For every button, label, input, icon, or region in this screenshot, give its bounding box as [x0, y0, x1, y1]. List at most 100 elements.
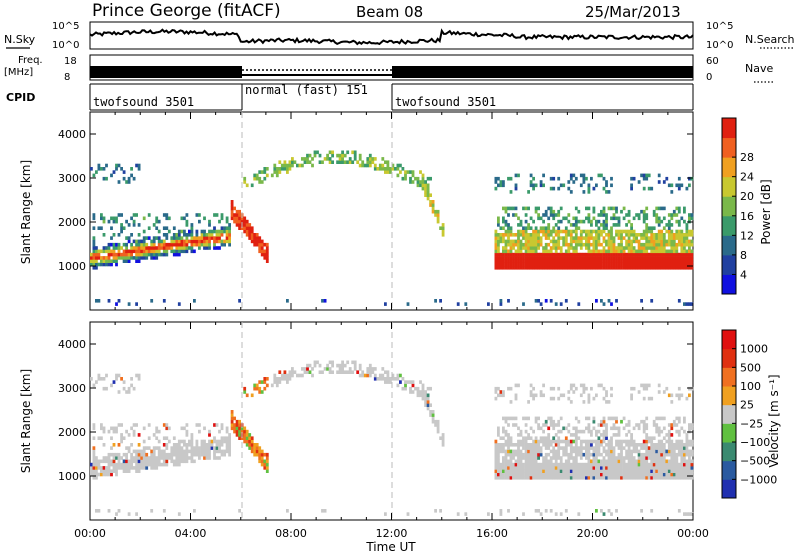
power-cell [152, 242, 156, 247]
velocity-cell [680, 393, 684, 398]
power-cell [527, 262, 530, 267]
velocity-cell [569, 400, 573, 404]
velocity-cell [95, 466, 98, 470]
velocity-cell [512, 469, 515, 473]
power-cell [220, 216, 224, 221]
velocity-cell [130, 466, 133, 470]
velocity-cell [685, 476, 689, 480]
velocity-cell [414, 386, 417, 391]
velocity-cell [115, 429, 118, 434]
power-cell [373, 167, 377, 171]
velocity-cell [441, 443, 445, 447]
power-cell [245, 229, 249, 234]
power-cell [97, 262, 101, 267]
velocity-cell [630, 469, 633, 473]
power-cell [683, 266, 686, 270]
power-cell [680, 249, 684, 254]
power-cell [579, 239, 583, 244]
power-cell [142, 256, 146, 260]
velocity-cell [637, 466, 641, 470]
velocity-cell [102, 443, 106, 447]
power-cell [331, 153, 334, 158]
power-cell [273, 167, 277, 171]
power-ylabel: Slant Range [km] [19, 160, 33, 264]
power-cell [625, 242, 628, 247]
velocity-cell [544, 436, 548, 440]
power-cell [657, 262, 661, 267]
power-cell [677, 242, 681, 247]
velocity-cell [670, 426, 674, 431]
power-cell [660, 239, 664, 244]
power-cell [140, 242, 144, 247]
power-cell [670, 252, 674, 257]
velocity-cell [662, 472, 666, 477]
velocity-cell [542, 393, 545, 398]
power-cell [162, 252, 166, 257]
velocity-cell [585, 476, 588, 480]
power-cell [95, 299, 98, 303]
power-cell [552, 262, 556, 267]
power-cell [92, 266, 96, 270]
velocity-cell [600, 462, 603, 467]
power-cell [419, 180, 422, 184]
power-cell [165, 236, 169, 240]
velocity-cell [213, 436, 216, 440]
power-cell [667, 262, 671, 267]
velocity-cell [567, 423, 571, 427]
velocity-cell [351, 370, 355, 374]
velocity-cell [265, 383, 269, 388]
power-cell [607, 299, 611, 303]
velocity-cell [198, 429, 201, 434]
power-cell [115, 216, 118, 221]
velocity-cell [140, 462, 144, 467]
power-cell [567, 262, 571, 267]
power-cell [152, 249, 156, 254]
velocity-cell [685, 466, 689, 470]
velocity-cell [195, 439, 199, 444]
velocity-cell [238, 436, 241, 440]
power-cell [655, 213, 659, 217]
velocity-cell [102, 429, 106, 434]
velocity-cell [637, 459, 641, 464]
power-cell [228, 229, 231, 234]
velocity-cell [660, 416, 664, 421]
power-cell [537, 242, 540, 247]
power-cell [577, 266, 581, 270]
velocity-cell [112, 459, 116, 464]
velocity-cell [532, 449, 535, 454]
power-cell [291, 163, 294, 168]
power-cell [574, 259, 578, 263]
power-cell [208, 223, 211, 227]
power-cell [632, 236, 636, 240]
velocity-cell [175, 456, 179, 460]
velocity-cell [497, 446, 500, 450]
power-cell [278, 170, 282, 174]
velocity-cell [657, 443, 661, 447]
power-cell [630, 176, 633, 181]
power-cell [507, 249, 510, 254]
velocity-cell [680, 449, 684, 454]
power-cell [366, 163, 370, 168]
velocity-cell [170, 449, 174, 454]
velocity-cell [637, 472, 641, 477]
velocity-cell [539, 472, 543, 477]
power-cell [391, 167, 395, 171]
velocity-cell [572, 462, 576, 467]
power-cell [688, 233, 691, 237]
velocity-cell [620, 439, 623, 444]
velocity-cell [258, 386, 262, 391]
power-cell [590, 259, 593, 263]
power-cell [547, 256, 551, 260]
power-cell [595, 236, 598, 240]
colorbar-swatch [722, 196, 736, 217]
velocity-cell [265, 459, 269, 464]
velocity-cell [504, 476, 508, 480]
velocity-cell [97, 466, 101, 470]
power-cell [220, 242, 224, 247]
velocity-cell [657, 469, 661, 473]
velocity-cell [527, 446, 530, 450]
velocity-cell [688, 393, 691, 398]
velocity-cell [213, 452, 216, 457]
velocity-cell [657, 416, 661, 421]
